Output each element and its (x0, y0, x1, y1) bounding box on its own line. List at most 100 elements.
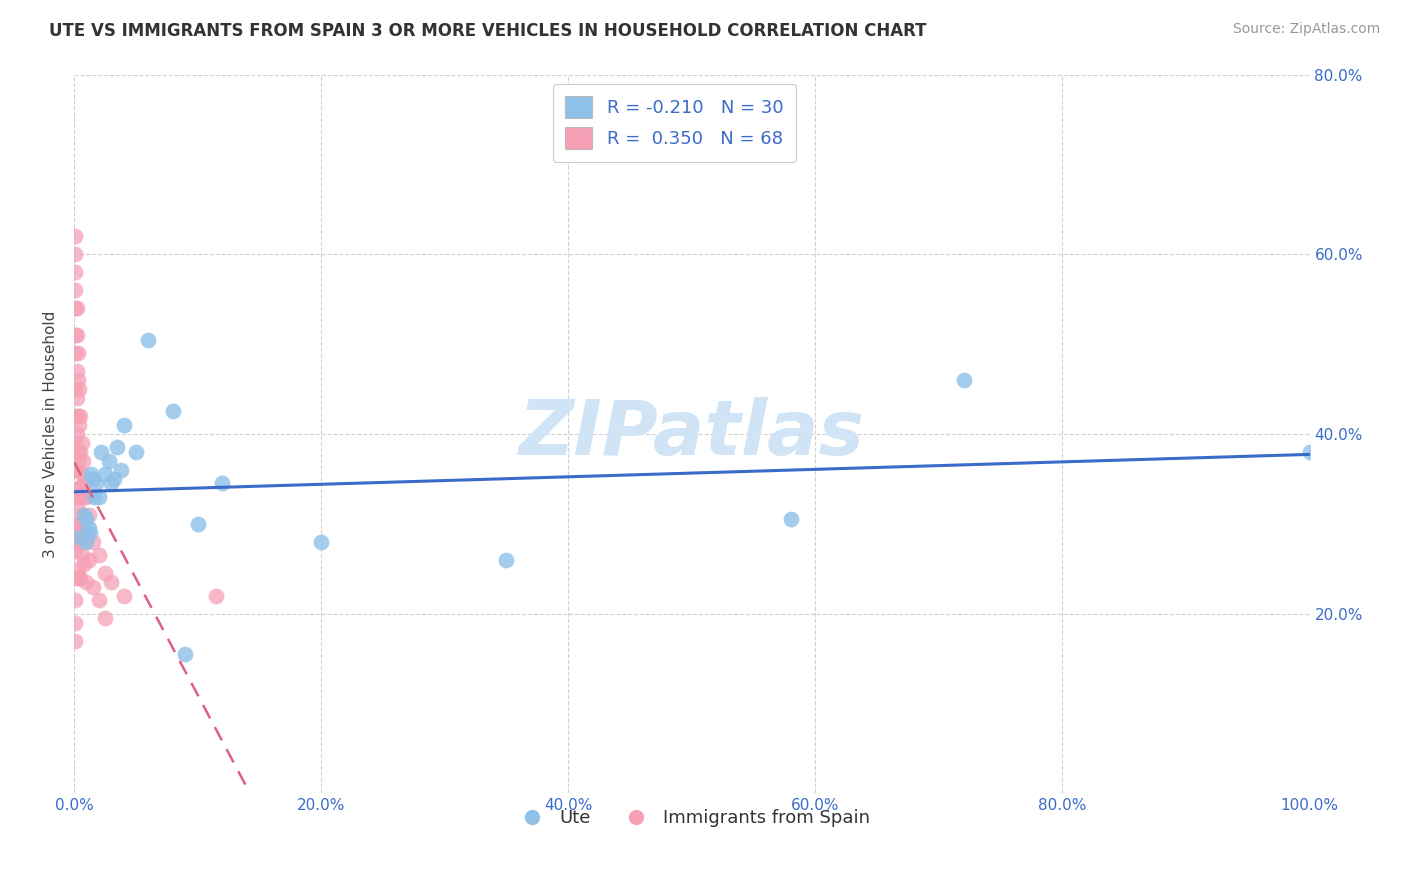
Point (205, 589, 228, 603)
Point (87, 548, 110, 562)
Point (65, 543, 87, 558)
Point (136, 333, 159, 347)
Point (67, 417, 90, 432)
Point (495, 552, 517, 566)
Point (65, 346, 87, 360)
Point (105, 441, 128, 455)
Point (187, 516, 209, 531)
Point (66, 516, 89, 531)
Legend: Ute, Immigrants from Spain: Ute, Immigrants from Spain (506, 802, 877, 835)
Point (309, 534, 332, 549)
Point (72, 454, 94, 468)
Point (69, 409, 91, 423)
Point (77, 508, 100, 522)
Point (65, 571, 87, 585)
Point (65, 382, 87, 396)
Point (75, 534, 97, 549)
Point (66, 346, 89, 360)
Point (86, 476, 108, 491)
Point (65, 391, 87, 405)
Point (75, 490, 97, 504)
Point (125, 445, 148, 459)
Point (65, 328, 87, 343)
Point (69, 445, 91, 459)
Y-axis label: 3 or more Vehicles in Household: 3 or more Vehicles in Household (44, 310, 58, 558)
Point (70, 467, 93, 482)
Point (65, 364, 87, 378)
Point (211, 476, 233, 491)
Point (69, 571, 91, 585)
Point (110, 463, 132, 477)
Text: ZIPatlas: ZIPatlas (519, 397, 865, 471)
Point (72, 490, 94, 504)
Point (79, 525, 101, 540)
Point (65, 301, 87, 315)
Point (70, 508, 93, 522)
Point (94, 467, 117, 482)
Text: Source: ZipAtlas.com: Source: ZipAtlas.com (1233, 22, 1381, 37)
Point (65, 328, 87, 343)
Point (65, 463, 87, 477)
Point (80, 467, 103, 482)
Point (70, 436, 93, 450)
Point (73, 508, 96, 522)
Point (72, 534, 94, 549)
Point (67, 571, 90, 585)
Point (82, 472, 104, 486)
Point (65, 534, 87, 549)
Point (65, 499, 87, 513)
Point (66, 445, 89, 459)
Point (83, 490, 105, 504)
Point (103, 472, 125, 486)
Point (65, 247, 87, 261)
Point (65, 283, 87, 297)
Point (67, 525, 90, 540)
Point (69, 481, 91, 495)
Point (82, 534, 104, 549)
Point (65, 490, 87, 504)
Point (70, 548, 93, 562)
Point (73, 512, 96, 526)
Point (952, 373, 974, 387)
Point (75, 512, 97, 526)
Point (73, 558, 96, 572)
Point (65, 409, 87, 423)
Point (779, 512, 801, 526)
Point (66, 409, 89, 423)
Point (97, 454, 120, 468)
Point (65, 615, 87, 630)
Point (66, 481, 89, 495)
Point (69, 525, 91, 540)
Point (82, 580, 104, 594)
Point (75, 530, 97, 544)
Point (67, 454, 90, 468)
Point (66, 373, 89, 387)
Point (65, 633, 87, 648)
Point (69, 530, 91, 544)
Point (100, 476, 122, 491)
Point (77, 552, 100, 566)
Point (65, 301, 87, 315)
Point (65, 516, 87, 531)
Point (67, 382, 90, 396)
Point (1298, 445, 1320, 459)
Point (65, 436, 87, 450)
Point (100, 575, 122, 590)
Point (67, 490, 90, 504)
Point (75, 575, 97, 590)
Text: UTE VS IMMIGRANTS FROM SPAIN 3 OR MORE VEHICLES IN HOUSEHOLD CORRELATION CHART: UTE VS IMMIGRANTS FROM SPAIN 3 OR MORE V… (49, 22, 927, 40)
Point (73, 476, 96, 491)
Point (65, 463, 87, 477)
Point (112, 589, 135, 603)
Point (77, 521, 100, 535)
Point (66, 562, 89, 576)
Point (174, 647, 197, 661)
Point (65, 265, 87, 279)
Point (162, 404, 184, 418)
Point (94, 611, 117, 625)
Point (94, 566, 117, 581)
Point (65, 229, 87, 244)
Point (65, 593, 87, 607)
Point (65, 426, 87, 441)
Point (112, 417, 135, 432)
